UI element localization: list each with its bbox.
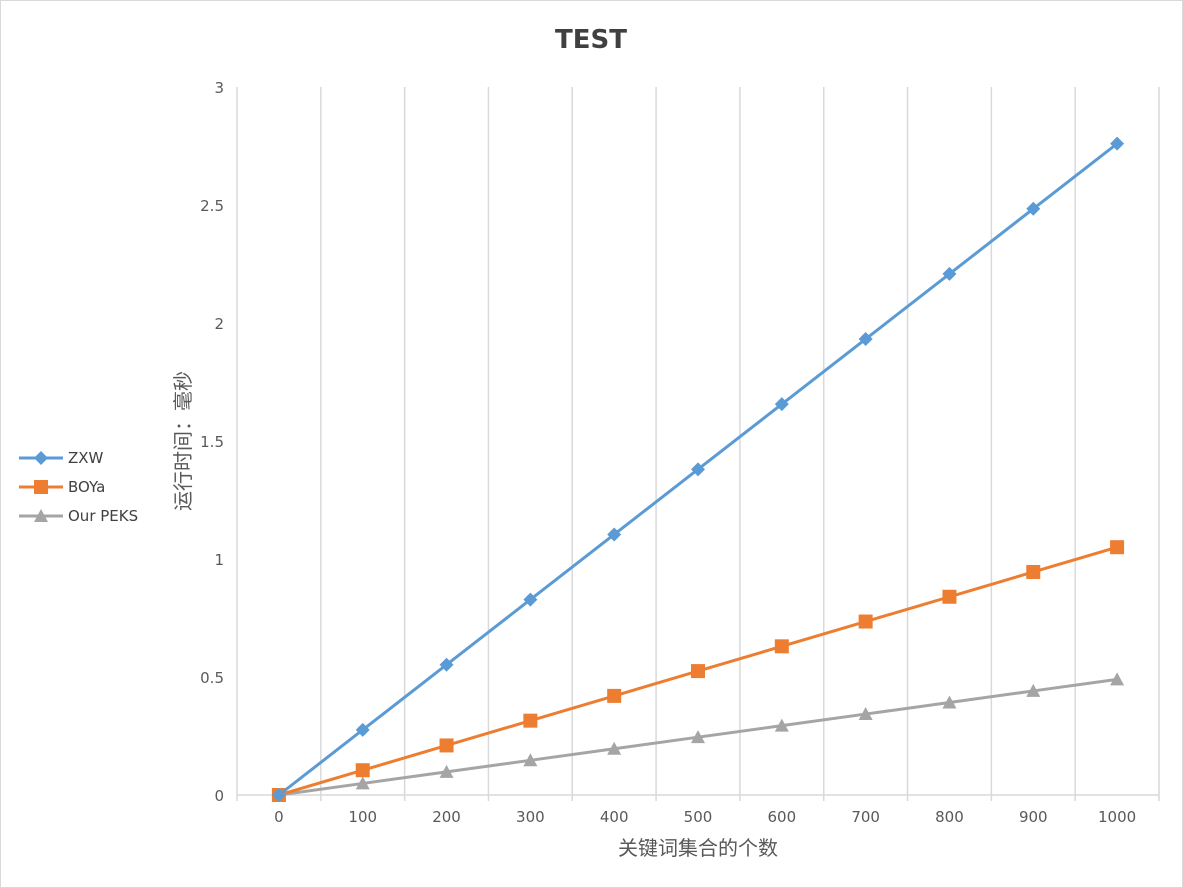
data-point: [355, 776, 370, 790]
y-tick-label: 2.5: [200, 197, 224, 215]
y-tick-label: 2: [214, 315, 224, 333]
legend-label: Our PEKS: [68, 507, 138, 525]
x-tick-label: 900: [1019, 808, 1048, 826]
data-point: [774, 397, 789, 412]
data-point: [439, 657, 454, 672]
x-tick-label: 200: [432, 808, 461, 826]
series-lines: [271, 136, 1125, 802]
legend-marker: [34, 451, 48, 465]
x-tick-label: 1000: [1098, 808, 1136, 826]
x-tick-label: 500: [684, 808, 713, 826]
data-point: [942, 266, 957, 281]
x-tick-label: 400: [600, 808, 629, 826]
legend-label: ZXW: [68, 449, 104, 467]
data-point: [355, 722, 370, 737]
data-point: [858, 614, 873, 629]
legend-marker: [34, 480, 48, 494]
data-point: [523, 592, 538, 607]
data-point: [1110, 540, 1125, 555]
y-tick-label: 0: [214, 787, 224, 805]
data-point: [942, 695, 957, 709]
data-point: [607, 741, 622, 755]
y-axis-title: 运行时间：毫秒: [171, 371, 195, 511]
x-tick-label: 800: [935, 808, 964, 826]
data-point: [271, 788, 286, 802]
x-tick-label: 700: [851, 808, 880, 826]
data-point: [691, 462, 705, 477]
data-point: [523, 753, 538, 767]
y-tick-labels: 0 0.5 1 1.5 2 2.5 3: [200, 79, 224, 805]
series-boya: [271, 540, 1125, 802]
x-axis-title: 关键词集合的个数: [618, 836, 778, 860]
data-point: [774, 639, 789, 654]
legend-marker: [34, 509, 48, 522]
legend: ZXW BOYa Our PEKS: [19, 449, 138, 525]
data-point: [355, 763, 370, 778]
data-point: [1026, 683, 1041, 697]
data-point: [607, 527, 622, 542]
data-point: [691, 664, 705, 679]
data-point: [858, 332, 873, 347]
legend-label: BOYa: [68, 478, 105, 496]
data-point: [439, 764, 454, 778]
x-tick-label: 600: [767, 808, 796, 826]
series-our-peks: [271, 672, 1125, 801]
series-zxw: [271, 136, 1125, 802]
legend-item: BOYa: [19, 478, 105, 496]
y-tick-label: 1: [214, 551, 224, 569]
data-point: [942, 589, 957, 604]
data-point: [774, 718, 789, 732]
legend-item: Our PEKS: [19, 507, 138, 525]
data-point: [1026, 201, 1041, 216]
data-point: [607, 688, 622, 703]
data-point: [439, 738, 454, 753]
data-point: [1110, 672, 1125, 686]
legend-item: ZXW: [19, 449, 104, 467]
chart-title: TEST: [555, 25, 627, 55]
grid-lines: [236, 87, 1160, 795]
x-tick-labels: 0 100 200 300 400 500 600 700 800 900 1000: [274, 808, 1136, 826]
y-tick-label: 1.5: [200, 433, 224, 451]
data-point: [691, 730, 705, 744]
y-tick-label: 0.5: [200, 669, 224, 687]
data-point: [523, 713, 538, 728]
data-point: [1110, 136, 1125, 151]
y-tick-label: 3: [214, 79, 224, 97]
axes: [236, 794, 1160, 801]
data-point: [1026, 564, 1041, 579]
x-tick-label: 0: [274, 808, 284, 826]
data-point: [858, 707, 873, 721]
x-tick-label: 100: [348, 808, 377, 826]
x-tick-label: 300: [516, 808, 545, 826]
